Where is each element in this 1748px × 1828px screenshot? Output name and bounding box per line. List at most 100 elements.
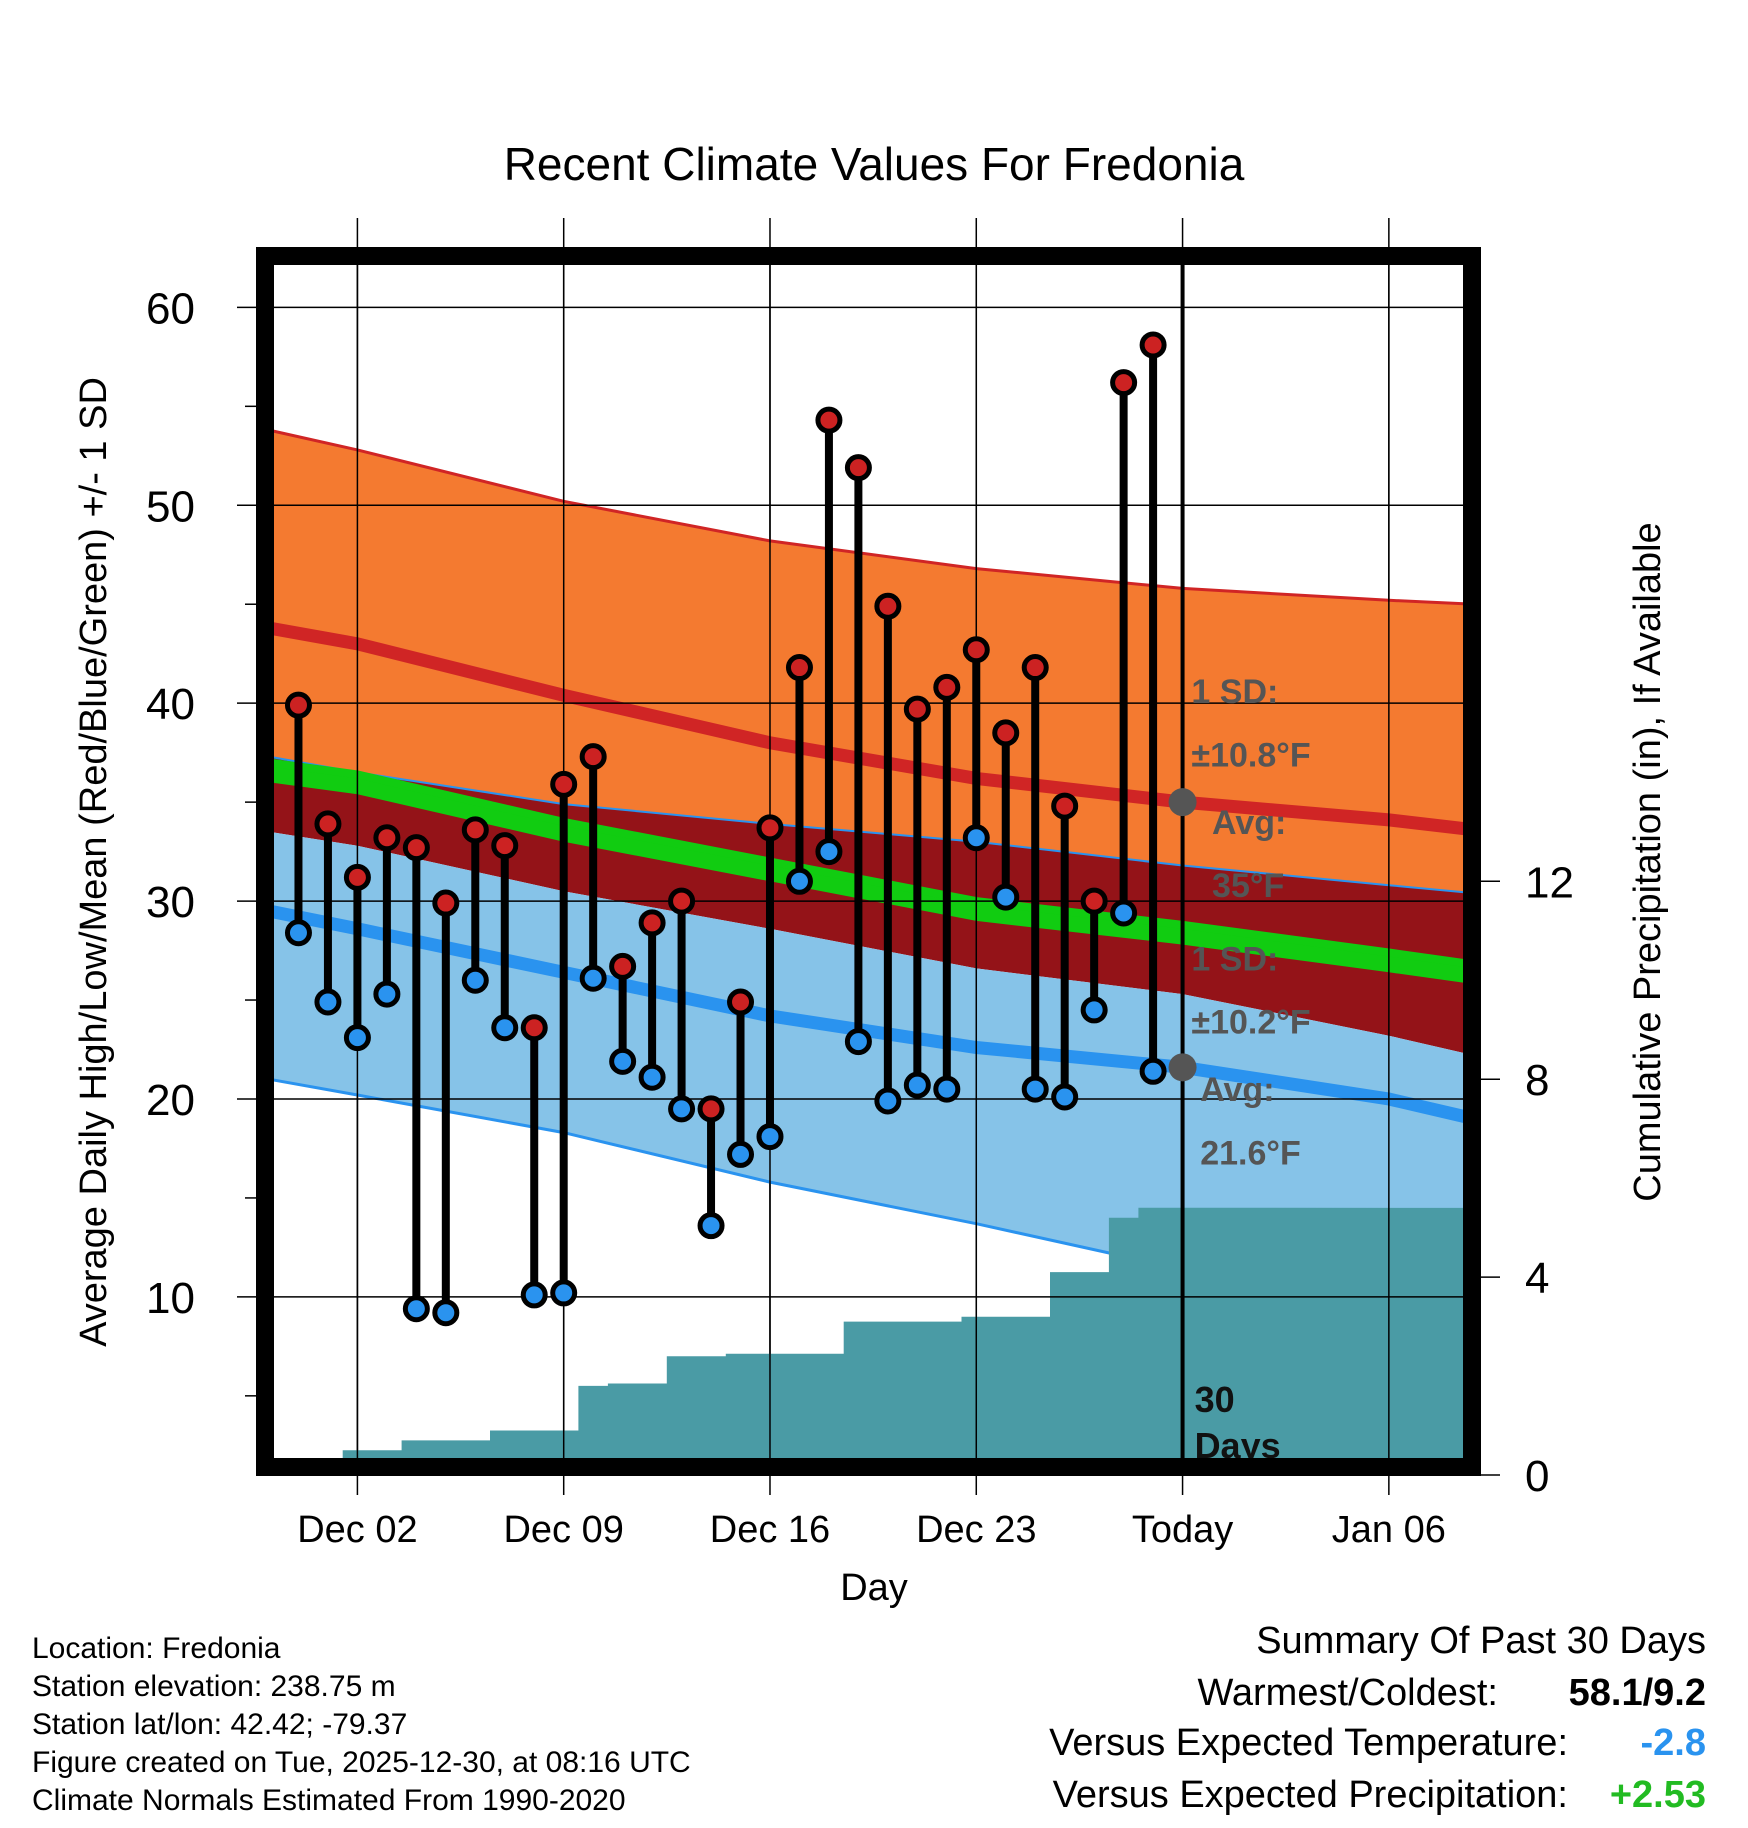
x-tick-label: Dec 09	[503, 1509, 623, 1551]
precip-label: Versus Expected Precipitation:	[1052, 1774, 1568, 1816]
daily-high-point	[1110, 369, 1138, 397]
daily-high-point	[933, 673, 961, 701]
plot-inner: 1 SD: ±10.8°F Avg: 35°F 1 SD: ±10.2°F Avg: 21.6…	[265, 256, 1472, 1467]
x-tick-label: Dec 02	[297, 1509, 417, 1551]
daily-high-point	[609, 952, 637, 980]
daily-low-point	[520, 1281, 548, 1309]
daily-low-point	[933, 1075, 961, 1103]
summary-heading: Summary Of Past 30 Days	[1256, 1620, 1706, 1662]
daily-high-point	[461, 816, 489, 844]
daily-low-point	[491, 1014, 519, 1042]
normal-mean-line	[269, 762, 1472, 984]
daily-high-point	[992, 719, 1020, 747]
elevation-text: Station elevation: 238.75 m	[32, 1670, 396, 1703]
y2-tick-label: 0	[1525, 1452, 1549, 1501]
daily-low-point	[461, 966, 489, 994]
daily-low-point	[844, 1028, 872, 1056]
daily-high-point	[491, 832, 519, 860]
y-tick-label: 60	[146, 284, 195, 333]
precip-value: +2.53	[1609, 1774, 1706, 1816]
daily-high-point	[314, 810, 342, 838]
daily-high-point	[402, 834, 430, 862]
daily-low-point	[314, 988, 342, 1016]
normals-text: Climate Normals Estimated From 1990-2020	[32, 1784, 626, 1817]
daily-low-point	[962, 824, 990, 852]
warmest-value: 58.1/9.2	[1568, 1672, 1706, 1714]
x-tick-label: Today	[1132, 1509, 1233, 1551]
daily-low-point	[874, 1087, 902, 1115]
daily-low-point	[402, 1295, 430, 1323]
y-tick-label: 50	[146, 482, 195, 531]
sd-annotation: Avg:	[1212, 804, 1286, 842]
daily-high-point	[579, 743, 607, 771]
y2-tick-label: 8	[1525, 1056, 1549, 1105]
daily-high-point	[1021, 654, 1049, 682]
sd-annotation: ±10.2°F	[1191, 1004, 1310, 1042]
chart-title: Recent Climate Values For Fredonia	[504, 138, 1245, 190]
latlon-text: Station lat/lon: 42.42; -79.37	[32, 1708, 408, 1741]
x-tick-label: Jan 06	[1332, 1509, 1446, 1551]
daily-high-point	[1051, 792, 1079, 820]
daily-low-point	[638, 1063, 666, 1091]
daily-low-point	[609, 1047, 637, 1075]
sd-annotation: ±10.8°F	[1191, 737, 1310, 775]
daily-high-point	[756, 814, 784, 842]
daily-low-point	[579, 964, 607, 992]
daily-low-point	[1080, 996, 1108, 1024]
daily-low-point	[1021, 1075, 1049, 1103]
daily-high-point	[903, 695, 931, 723]
daily-high-point	[815, 406, 843, 434]
daily-high-point	[668, 887, 696, 915]
x-tick-label: Dec 16	[710, 1509, 830, 1551]
normal-mean-line-stroke	[268, 758, 1472, 969]
daily-low-point	[785, 867, 813, 895]
daily-low-point	[343, 1024, 371, 1052]
daily-low-point	[727, 1140, 755, 1168]
daily-low-point	[903, 1071, 931, 1099]
daily-high-point	[785, 654, 813, 682]
daily-high-point	[1080, 887, 1108, 915]
daily-low-point	[697, 1212, 725, 1240]
y-tick-label: 10	[146, 1274, 195, 1323]
daily-high-point	[874, 592, 902, 620]
y-tick-label: 40	[146, 680, 195, 729]
sd-annotation: 1 SD:	[1191, 940, 1278, 978]
daily-high-point	[962, 636, 990, 664]
mean-sd-top-edge	[268, 755, 1472, 895]
precip-area	[342, 1207, 1472, 1467]
y2-tick-label: 12	[1525, 858, 1574, 907]
avg-marker	[1168, 788, 1197, 817]
daily-low-point	[1110, 899, 1138, 927]
normal-low-line	[267, 904, 1472, 1126]
daily-low-point	[432, 1299, 460, 1327]
daily-high-point	[432, 889, 460, 917]
high-upper-edge	[268, 428, 1472, 606]
y2-tick-label: 4	[1525, 1254, 1549, 1303]
daily-high-point	[727, 988, 755, 1016]
avg-marker	[1168, 1053, 1197, 1082]
location-text: Location: Fredonia	[32, 1632, 281, 1665]
x-tick-label: Dec 23	[916, 1509, 1036, 1551]
daily-low-point	[668, 1095, 696, 1123]
sd-annotation: 35°F	[1212, 867, 1284, 905]
temp-label: Versus Expected Temperature:	[1049, 1722, 1568, 1764]
y-axis-label: Average Daily High/Low/Mean (Red/Blue/Gr…	[73, 377, 115, 1347]
daily-high-point	[373, 824, 401, 852]
warmest-label: Warmest/Coldest:	[1197, 1672, 1498, 1714]
sd-annotation: 1 SD:	[1191, 673, 1278, 711]
daily-low-point	[373, 980, 401, 1008]
daily-low-point	[284, 919, 312, 947]
temp-value: -2.8	[1640, 1722, 1706, 1764]
daily-high-point	[520, 1014, 548, 1042]
daily-low-point	[815, 838, 843, 866]
y-tick-label: 20	[146, 1076, 195, 1125]
daily-high-point	[284, 691, 312, 719]
plot-area: 1 SD: ±10.8°F Avg: 35°F 1 SD: ±10.2°F Avg: 21.6…	[73, 218, 1669, 1609]
y-tick-label: 30	[146, 878, 195, 927]
x-axis-label: Day	[840, 1567, 908, 1609]
created-text: Figure created on Tue, 2025-12-30, at 08…	[32, 1746, 691, 1779]
daily-low-point	[550, 1279, 578, 1307]
sd-annotation: 21.6°F	[1200, 1134, 1301, 1172]
daily-high-point	[638, 909, 666, 937]
